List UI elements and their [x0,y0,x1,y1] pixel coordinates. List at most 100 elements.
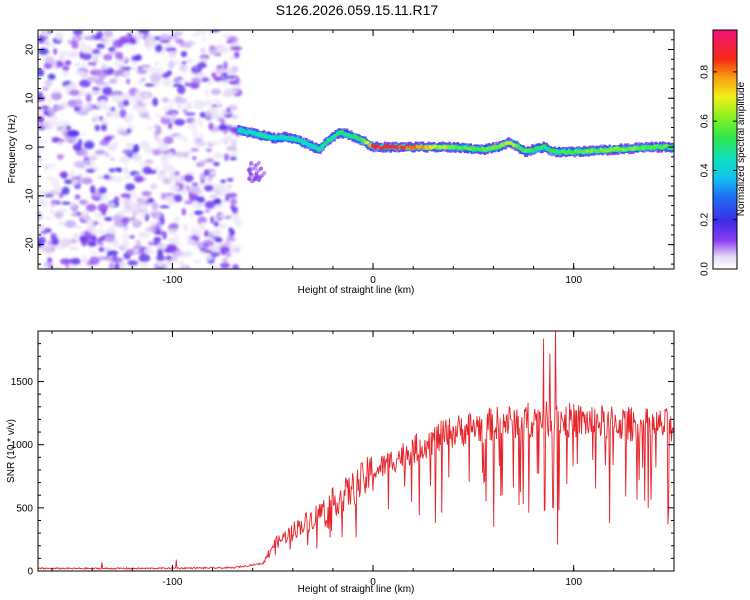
ridge-wing [248,162,253,167]
ridge-cell [608,146,611,152]
noise-blob [150,73,162,83]
ridge-cell [456,146,460,150]
ridge-cell [265,135,269,139]
noise-blob [104,234,116,243]
noise-blob [226,89,239,95]
ridge-cell [549,149,553,153]
snr-x-label: Height of straight line (km) [298,584,415,595]
noise-blob [210,113,221,120]
noise-blob [97,71,107,80]
noise-blob [47,107,57,115]
noise-blob [101,86,113,95]
noise-blob [132,98,138,106]
noise-blob [216,65,224,69]
noise-blob [204,208,210,214]
noise-blob [163,115,170,119]
noise-blob [210,170,216,176]
noise-blob [127,260,139,266]
noise-blob [101,64,110,70]
spectrogram-x-axis: -100 0 100 [51,30,655,286]
noise-blob [157,260,163,268]
ridge-cell [439,145,443,149]
noise-blob [218,123,228,131]
noise-blob [149,221,157,227]
noise-blob [174,177,179,184]
noise-blob [136,208,149,213]
x-tick-label: -100 [162,577,182,588]
ridge-cell [519,147,523,151]
ridge-cell [643,145,647,149]
noise-blob [119,198,131,202]
ridge-cell [267,135,270,139]
noise-blob [38,190,49,195]
ridge-cell [428,144,432,148]
ridge-cell [347,133,350,137]
ridge-cell [491,146,495,150]
snr-plot-area [38,331,674,571]
ridge-cell [458,146,461,150]
noise-blob [123,166,130,175]
ridge-cell [616,146,620,150]
noise-blob [214,198,222,205]
ridge-cell [427,146,430,150]
ridge-cell [543,144,547,148]
ridge-cell [646,144,649,148]
ridge-cell [411,146,415,150]
noise-blob [193,79,203,83]
ridge-cell [368,142,371,146]
noise-blob [100,197,106,202]
ridge-cell [644,146,648,151]
noise-blob [154,61,159,66]
noise-blob [193,259,201,264]
noise-blob [231,138,238,148]
ridge-cell [657,145,661,149]
ridge-cell [577,150,581,154]
ridge-wing [247,166,252,171]
ridge-cell [251,131,255,135]
noise-blob [204,89,210,96]
ridge-cell [423,146,426,150]
x-tick-label: 100 [565,577,582,588]
x-tick-label: 100 [565,275,582,286]
noise-blob [225,251,232,258]
ridge-cell [246,131,249,135]
ridge-cell [599,148,603,153]
noise-blob [113,59,123,68]
noise-blob [108,46,116,53]
noise-blob [169,222,179,229]
ridge-cell [505,141,509,145]
ridge-cell [548,148,551,152]
noise-blob [142,141,151,148]
noise-blob [214,237,223,243]
noise-blob [72,143,82,152]
noise-blob [61,186,70,196]
noise-blob [146,169,157,175]
ridge-cell [279,134,283,139]
noise-blob [145,45,152,51]
noise-blob [114,263,120,269]
noise-blob [96,175,105,180]
noise-blob [120,65,125,74]
noise-blob [121,208,128,213]
ridge-cell [442,146,446,150]
ridge-cell [254,132,258,136]
ridge-cell [494,146,498,150]
ridge-cell [532,148,536,152]
noise-blob [197,118,203,127]
ridge-cell [310,145,314,149]
ridge-cell [364,139,367,144]
ridge-cell [300,140,304,144]
noise-blob [147,125,153,131]
ridge-cell [470,145,474,149]
noise-blob [226,185,232,193]
ridge-cell [628,146,631,150]
noise-blob [122,71,131,76]
ridge-cell [559,150,562,156]
noise-blob [38,138,44,143]
noise-blob [69,89,80,96]
ridge-cell [244,130,248,134]
noise-blob [59,50,71,55]
noise-blob [72,30,83,36]
noise-blob [120,216,131,224]
noise-blob [219,262,231,269]
